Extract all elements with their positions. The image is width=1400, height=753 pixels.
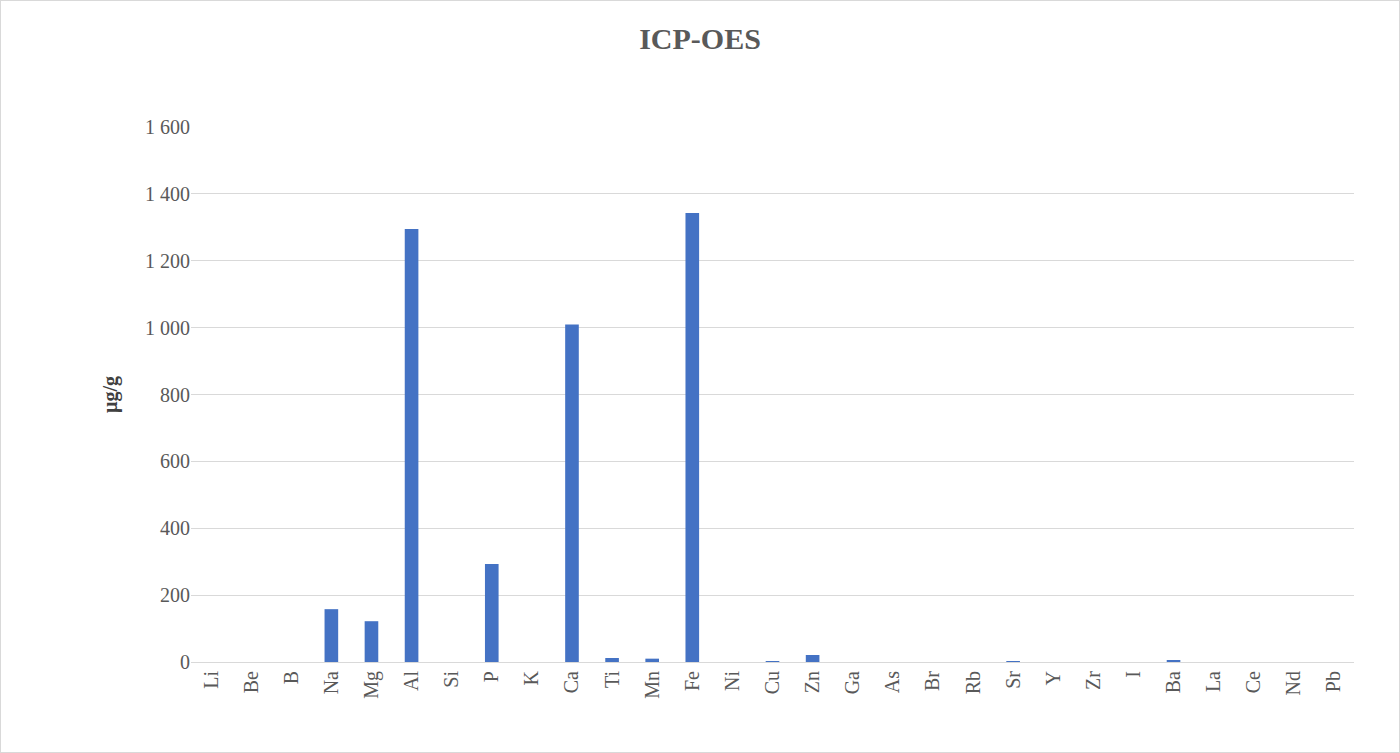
svg-text:ICP-OES: ICP-OES [639, 22, 761, 55]
svg-text:Si: Si [440, 671, 462, 688]
svg-text:Nd: Nd [1282, 671, 1304, 695]
svg-text:Zn: Zn [801, 671, 823, 693]
svg-text:B: B [280, 671, 302, 684]
svg-text:0: 0 [180, 651, 190, 673]
svg-text:Li: Li [200, 671, 222, 689]
svg-text:Ga: Ga [841, 671, 863, 694]
svg-text:I: I [1122, 671, 1144, 678]
svg-text:Ce: Ce [1242, 671, 1264, 693]
svg-text:P: P [480, 671, 502, 682]
svg-text:Ca: Ca [560, 671, 582, 693]
svg-text:Cu: Cu [761, 671, 783, 694]
svg-text:400: 400 [160, 517, 190, 539]
svg-text:As: As [881, 671, 903, 693]
svg-text:800: 800 [160, 384, 190, 406]
svg-text:Be: Be [240, 671, 262, 693]
svg-text:La: La [1202, 671, 1224, 692]
svg-text:1 000: 1 000 [145, 317, 190, 339]
svg-text:Y: Y [1042, 671, 1064, 685]
svg-text:Mg: Mg [360, 671, 383, 699]
svg-text:1 600: 1 600 [145, 116, 190, 138]
svg-text:Pb: Pb [1322, 671, 1344, 692]
svg-text:Na: Na [320, 671, 342, 694]
svg-text:Mn: Mn [641, 671, 663, 699]
svg-text:Ti: Ti [601, 671, 623, 689]
svg-text:Sr: Sr [1002, 671, 1024, 689]
svg-text:K: K [520, 670, 542, 685]
svg-text:Fe: Fe [681, 671, 703, 691]
svg-text:200: 200 [160, 584, 190, 606]
svg-text:Zr: Zr [1082, 671, 1104, 690]
svg-text:µg/g: µg/g [99, 376, 122, 413]
svg-text:1 400: 1 400 [145, 183, 190, 205]
svg-text:Rb: Rb [962, 671, 984, 694]
svg-text:Al: Al [400, 671, 422, 691]
svg-text:Br: Br [921, 671, 943, 691]
svg-text:Ni: Ni [721, 671, 743, 691]
svg-text:600: 600 [160, 450, 190, 472]
svg-text:Ba: Ba [1162, 671, 1184, 693]
svg-text:1 200: 1 200 [145, 250, 190, 272]
